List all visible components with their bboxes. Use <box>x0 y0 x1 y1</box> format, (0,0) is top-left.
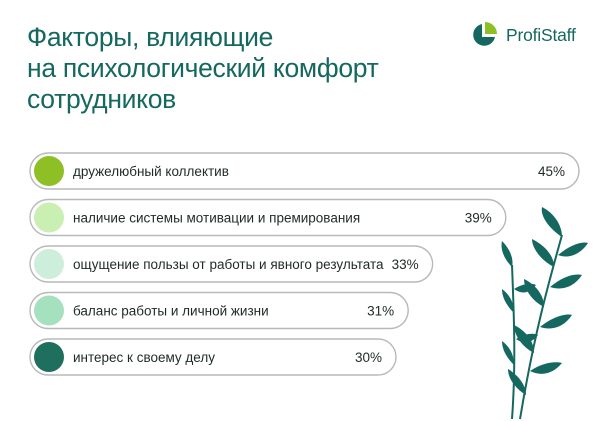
bar-dot <box>34 342 64 372</box>
bar-shape <box>29 245 434 283</box>
value-label: 31% <box>367 304 394 319</box>
bar-3: ощущение пользы от работы и явного резул… <box>29 245 434 283</box>
title-line-3: сотрудников <box>27 84 176 114</box>
category-label: ощущение пользы от работы и явного резул… <box>73 257 384 272</box>
bar-shape <box>29 198 507 237</box>
bar-shape <box>29 291 409 330</box>
title-line-1: Факторы, влияющие <box>27 22 274 52</box>
value-label: 30% <box>355 350 382 365</box>
plant-decoration-icon <box>501 207 588 420</box>
value-label: 39% <box>465 211 492 226</box>
bar-dot <box>34 295 64 326</box>
bar-dot <box>34 202 64 233</box>
page-title: Факторы, влияющие на психологический ком… <box>27 22 427 115</box>
bar-2: наличие системы мотивации и премирования… <box>29 198 507 237</box>
bar-4: баланс работы и личной жизни 31% <box>29 291 409 330</box>
brand-logo: ProfiStaff <box>470 18 576 52</box>
category-label: интерес к своему делу <box>73 350 215 365</box>
logo-icon <box>473 22 497 46</box>
bar-dot <box>34 249 64 279</box>
title-line-2: на психологический комфорт <box>27 53 379 83</box>
value-label: 33% <box>392 257 419 272</box>
category-label: наличие системы мотивации и премирования <box>73 211 360 226</box>
bar-1: дружелюбный коллектив 45% <box>29 152 580 190</box>
value-label: 45% <box>538 164 565 179</box>
category-label: баланс работы и личной жизни <box>73 304 269 319</box>
bar-shape <box>29 152 580 190</box>
category-label: дружелюбный коллектив <box>73 164 229 179</box>
bar-shape <box>29 338 397 376</box>
bar-5: интерес к своему делу 30% <box>29 338 397 376</box>
bar-dot <box>34 156 64 186</box>
brand-name: ProfiStaff <box>506 24 576 45</box>
